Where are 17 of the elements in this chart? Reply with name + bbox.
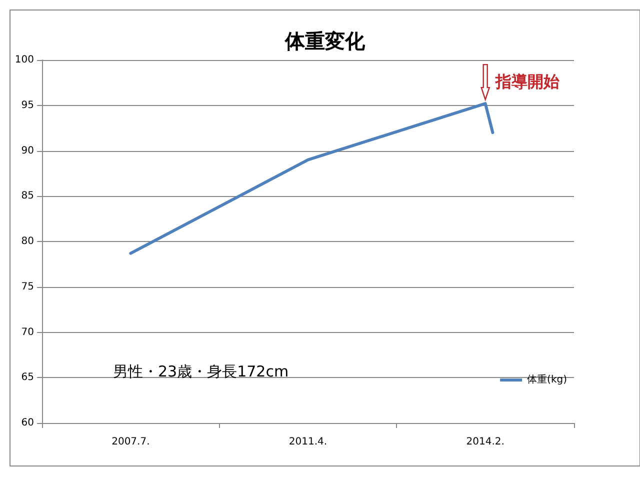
y-tick-label: 90	[21, 145, 34, 156]
y-tick-label: 100	[14, 54, 34, 66]
y-tick-label: 95	[21, 100, 34, 111]
y-tick-label: 80	[21, 236, 34, 247]
line-series	[129, 102, 494, 255]
x-tick-label: 2011.4.	[288, 436, 328, 448]
x-tick-label: 2007.7.	[112, 436, 150, 448]
y-tick-label: 75	[21, 281, 34, 292]
annotation: 男性・23歳・身長172cm	[113, 362, 289, 380]
annotation: 指導開始	[494, 72, 560, 92]
chart-title: 体重変化	[284, 29, 366, 53]
y-tick-label: 60	[21, 418, 34, 428]
y-tick-label: 85	[21, 190, 34, 202]
x-tick-label: 2014.2.	[466, 436, 504, 448]
y-tick-label: 70	[21, 326, 34, 338]
legend-label: 体重(kg)	[527, 374, 568, 386]
y-tick-label: 65	[21, 372, 34, 384]
